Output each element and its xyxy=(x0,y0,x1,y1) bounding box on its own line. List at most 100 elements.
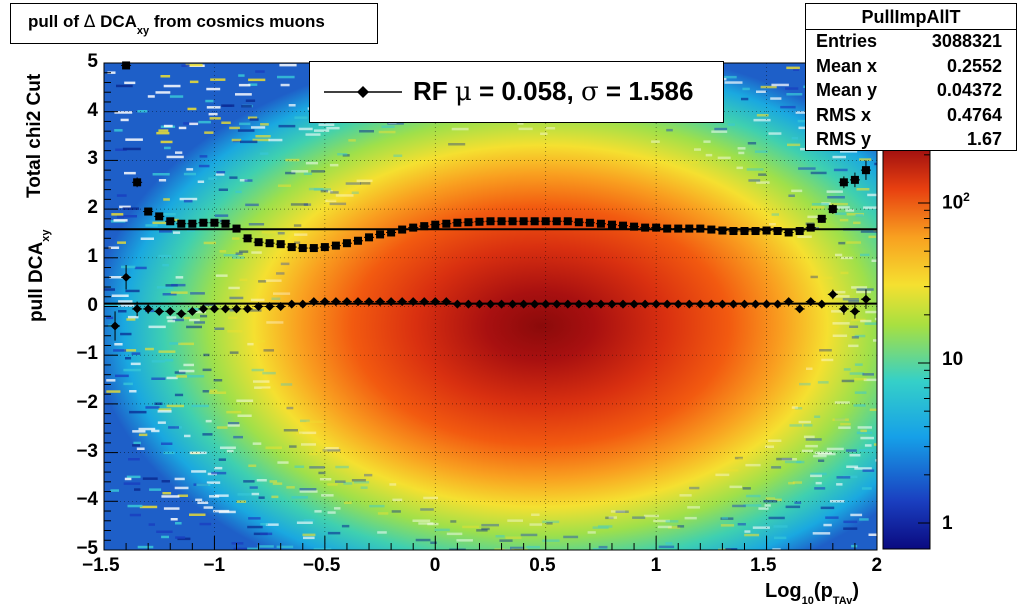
heatmap-bin xyxy=(862,373,874,376)
heatmap-bin xyxy=(249,486,258,489)
heatmap-bin xyxy=(158,213,176,216)
RMS-point xyxy=(309,244,318,253)
x-tick-label: −1 xyxy=(203,555,226,576)
heatmap-bin xyxy=(860,253,870,257)
mean-point xyxy=(717,299,727,309)
heatmap-bin xyxy=(351,191,359,194)
heatmap-bin xyxy=(335,194,354,197)
mean-point xyxy=(817,299,827,309)
RMS-point xyxy=(287,243,296,252)
RMS-point xyxy=(199,218,208,227)
heatmap-bin xyxy=(124,477,132,481)
heatmap-bin xyxy=(298,127,313,131)
mean-point xyxy=(773,299,783,309)
RMS-point xyxy=(740,227,749,236)
heatmap-bin xyxy=(849,454,861,457)
mean-point xyxy=(452,299,462,309)
x-tick-label: −1.5 xyxy=(82,555,120,576)
heatmap-bin xyxy=(247,547,260,550)
heatmap-bin xyxy=(179,197,198,201)
RMS-point xyxy=(663,224,672,233)
heatmap-bin xyxy=(198,164,210,168)
heatmap-bin xyxy=(163,451,175,455)
heatmap-bin xyxy=(125,357,132,360)
heatmap-bin xyxy=(235,93,252,96)
heatmap-bin xyxy=(389,483,397,486)
heatmap-bin xyxy=(832,206,850,209)
RMS-point xyxy=(188,219,197,228)
heatmap-bin xyxy=(226,449,234,453)
heatmap-bin xyxy=(322,449,341,452)
heatmap-bin xyxy=(183,199,193,203)
legend-sigma: σ xyxy=(580,77,599,107)
mean-point xyxy=(508,299,518,309)
y-tick-label: −4 xyxy=(76,489,98,511)
mean-point xyxy=(276,302,286,311)
heatmap-bin xyxy=(756,181,770,184)
mean-point xyxy=(629,299,639,309)
heatmap-bin xyxy=(865,310,877,314)
heatmap-bin xyxy=(679,494,692,497)
heatmap-bin xyxy=(117,304,135,307)
heatmap-bin xyxy=(874,162,877,166)
heatmap-bin xyxy=(545,127,556,130)
heatmap-bin xyxy=(374,477,385,481)
heatmap-bin xyxy=(718,548,732,550)
heatmap-bin xyxy=(134,488,141,491)
heatmap-bin xyxy=(120,332,132,336)
heatmap-bin xyxy=(807,215,821,219)
heatmap-bin xyxy=(127,504,143,508)
heatmap-bin xyxy=(218,458,226,461)
heatmap-bin xyxy=(214,494,229,497)
mean-point xyxy=(497,299,507,309)
heatmap-bin xyxy=(239,250,249,253)
heatmap-bin xyxy=(793,68,800,71)
heatmap-bin xyxy=(786,66,800,70)
RMS-point xyxy=(210,218,219,227)
heatmap-bin xyxy=(175,522,182,525)
palette-label: 10 xyxy=(942,349,964,370)
stats-row: RMS x 0.4764 xyxy=(816,105,1002,126)
y-tick-label: 3 xyxy=(87,148,98,170)
RMS-point xyxy=(541,217,550,226)
heatmap-bin xyxy=(158,129,169,132)
heatmap-bin xyxy=(758,173,767,176)
mean-point xyxy=(596,299,606,309)
heatmap-bin xyxy=(115,148,127,151)
heatmap-bin xyxy=(218,510,236,514)
heatmap-bin xyxy=(592,526,609,529)
heatmap-bin xyxy=(244,309,262,312)
y-tick-label: 0 xyxy=(87,294,98,316)
heatmap-bin xyxy=(391,510,401,513)
heatmap-bin xyxy=(226,410,242,414)
heatmap-bin xyxy=(208,112,218,116)
heatmap-bin xyxy=(587,531,596,534)
heatmap-bin xyxy=(737,147,746,150)
heatmap-bin xyxy=(156,131,170,135)
heatmap-bin xyxy=(258,496,265,499)
heatmap-bin xyxy=(128,458,140,461)
heatmap-bin xyxy=(325,199,337,203)
heatmap-bin xyxy=(125,138,143,141)
mean-point xyxy=(121,272,131,282)
RMS-point xyxy=(409,223,418,232)
heatmap-bin xyxy=(860,436,874,440)
RMS-point xyxy=(828,205,837,214)
heatmap-bin xyxy=(303,203,312,206)
heatmap-bin xyxy=(774,498,782,502)
heatmap-bin xyxy=(158,254,172,258)
mean-point xyxy=(640,299,650,309)
heatmap-bin xyxy=(768,439,782,442)
heatmap-bin xyxy=(233,547,248,550)
heatmap-bin xyxy=(430,541,437,544)
heatmap-bin xyxy=(147,95,155,98)
heatmap-bin xyxy=(278,124,296,128)
heatmap-bin xyxy=(277,461,289,464)
heatmap-bin xyxy=(137,110,148,113)
heatmap-bin xyxy=(206,106,221,109)
heatmap-bin xyxy=(288,104,296,107)
heatmap-bin xyxy=(518,127,533,131)
heatmap-bin xyxy=(329,202,347,206)
heatmap-bin xyxy=(107,71,116,74)
mean-point xyxy=(143,304,153,314)
